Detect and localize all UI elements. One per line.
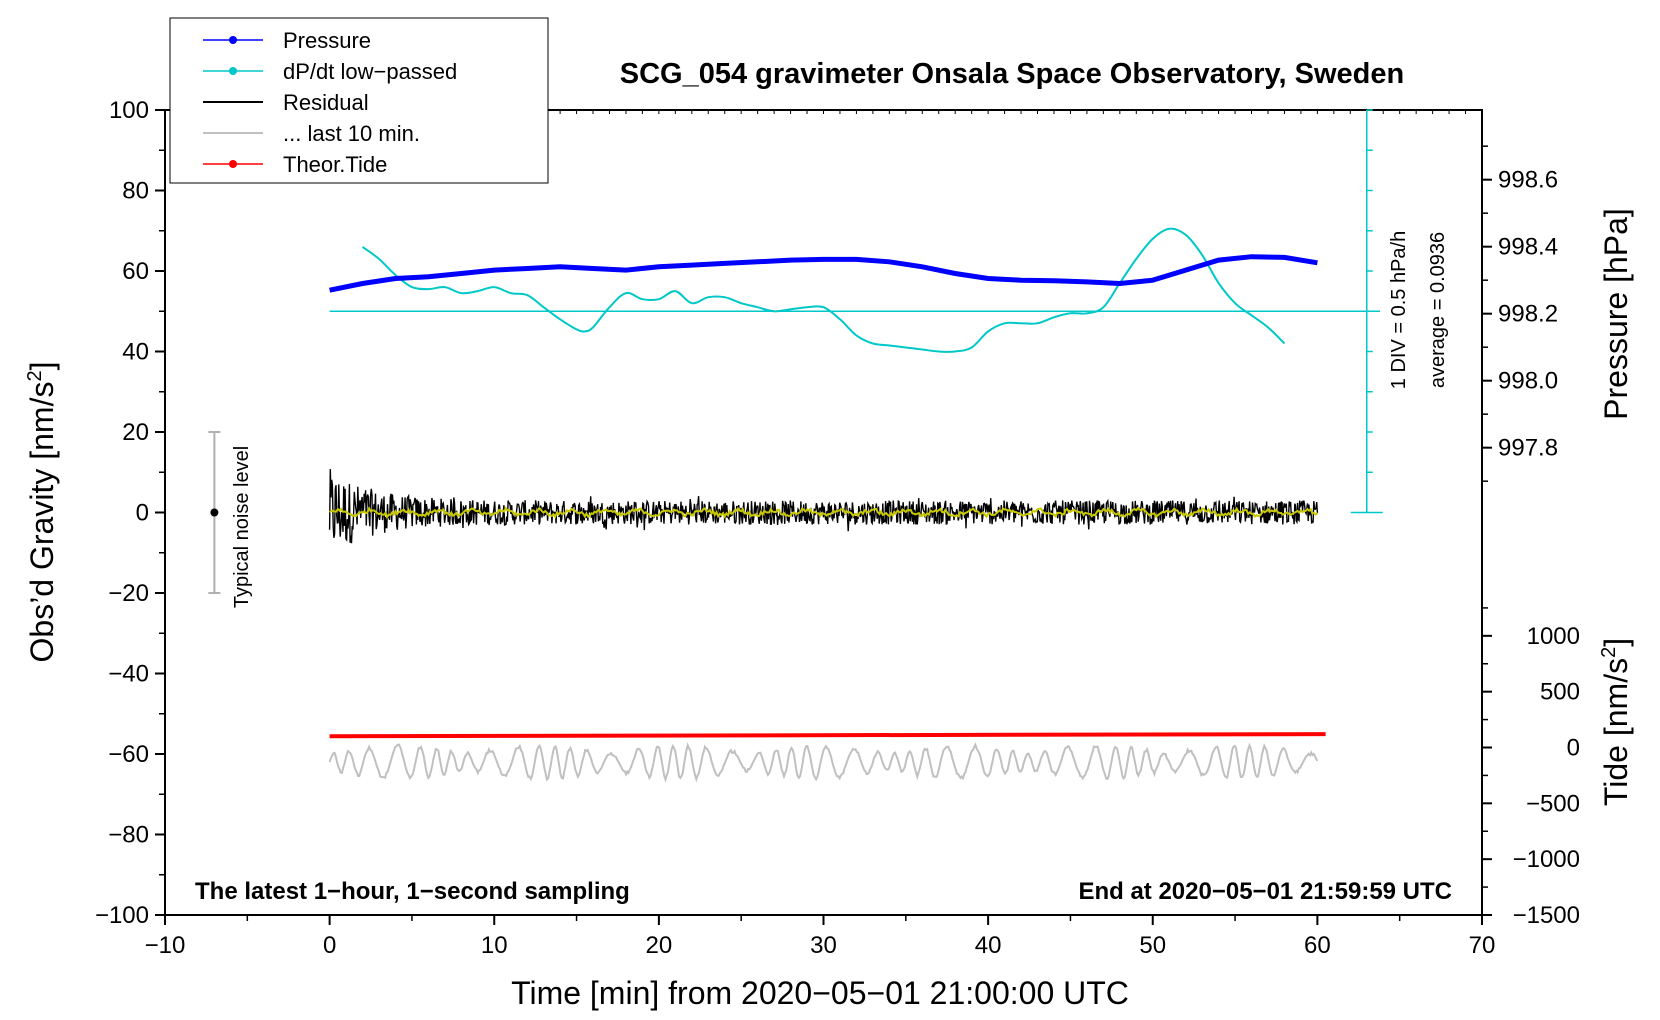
legend-pressure-marker [229, 36, 237, 44]
pressure-tick-label: 998.6 [1498, 167, 1558, 194]
noise-level-bar [208, 431, 221, 594]
left-tick-label: −20 [108, 580, 149, 607]
end-time-annotation: End at 2020−05−01 21:59:59 UTC [1078, 878, 1452, 905]
pressure-tick-label: 998.0 [1498, 368, 1558, 395]
x-tick-label: 10 [481, 932, 508, 959]
x-tick-label: 0 [323, 932, 336, 959]
legend-entry-last10: ... last 10 min. [203, 121, 420, 146]
legend-entry-dpdt: dP/dt low−passed [203, 59, 457, 84]
x-tick-label: 30 [810, 932, 837, 959]
legend-entry-pressure: Pressure [203, 28, 371, 53]
left-tick-label: 100 [109, 97, 149, 124]
pressure-axis-label: Pressure [hPa] [1598, 208, 1634, 420]
sampling-annotation: The latest 1−hour, 1−second sampling [195, 878, 630, 905]
legend-box [169, 17, 549, 184]
tide-axis-label: Tide [nm/s2] [1598, 638, 1634, 806]
tide-tick-label: 500 [1540, 679, 1580, 706]
pressure-tick-label: 998.4 [1498, 234, 1558, 261]
left-tick-label: −60 [108, 741, 149, 768]
noise-bar-center-dot [210, 508, 219, 517]
left-tick-label: −100 [95, 902, 149, 929]
left-tick-label: −40 [108, 661, 149, 688]
x-tick-label: 60 [1304, 932, 1331, 959]
x-axis: −10 0 10 20 30 40 50 60 70 [145, 915, 1496, 959]
pressure-tick-label: 997.8 [1498, 435, 1558, 462]
chart-title: SCG_054 gravimeter Onsala Space Observat… [620, 58, 1404, 90]
left-tick-label: 40 [122, 339, 149, 366]
right-pressure-axis: 997.8 998.0 998.2 998.4 998.6 [1482, 145, 1558, 482]
left-tick-label: 60 [122, 258, 149, 285]
legend-dpdt-marker [229, 67, 237, 75]
noise-level-label: Typical noise level [231, 446, 253, 608]
x-tick-label: 40 [975, 932, 1002, 959]
left-tick-label: 0 [136, 500, 149, 527]
tide-tick-label: −500 [1526, 790, 1580, 817]
x-tick-label: 50 [1139, 932, 1166, 959]
pressure-tick-label: 998.2 [1498, 301, 1558, 328]
legend-entry-tide: Theor.Tide [203, 152, 387, 177]
legend-dpdt-label: dP/dt low−passed [283, 59, 457, 84]
x-tick-label: 70 [1469, 932, 1496, 959]
left-axis-label: Obs’d Gravity [nm/s2] [24, 362, 60, 663]
left-tick-label: −80 [108, 822, 149, 849]
tide-tick-label: −1000 [1513, 846, 1580, 873]
pressure-line [329, 254, 1318, 293]
div-label: 1 DIV = 0.5 hPa/h [1388, 231, 1410, 389]
tide-tick-label: −1500 [1513, 902, 1580, 929]
legend-pressure-label: Pressure [283, 28, 371, 53]
residual-line [328, 469, 1319, 544]
x-tick-label: 20 [646, 932, 673, 959]
average-label: average = 0.0936 [1427, 232, 1449, 388]
x-axis-label: Time [min] from 2020−05−01 21:00:00 UTC [511, 975, 1129, 1011]
theor-tide-line [329, 732, 1326, 739]
right-tide-axis: −1500 −1000 −500 0 500 1000 [1482, 607, 1580, 929]
dpdt-line [361, 227, 1286, 353]
legend: Pressure dP/dt low−passed Residual ... l… [169, 17, 549, 184]
legend-residual-label: Residual [283, 90, 369, 115]
legend-tide-marker [229, 160, 237, 168]
legend-last10-label: ... last 10 min. [283, 121, 420, 146]
dpdt-scale-bar [1350, 109, 1383, 514]
x-tick-label: −10 [145, 932, 186, 959]
tide-tick-label: 0 [1567, 735, 1580, 762]
residual-smoothed-line [329, 506, 1319, 519]
left-gravity-axis: −100 −80 −60 −40 −20 0 20 40 60 80 100 [95, 97, 165, 929]
legend-tide-label: Theor.Tide [283, 152, 387, 177]
legend-entry-residual: Residual [203, 90, 369, 115]
left-tick-label: 20 [122, 419, 149, 446]
left-tick-label: 80 [122, 178, 149, 205]
last-10-min-line [328, 742, 1319, 783]
tide-tick-label: 1000 [1527, 623, 1580, 650]
